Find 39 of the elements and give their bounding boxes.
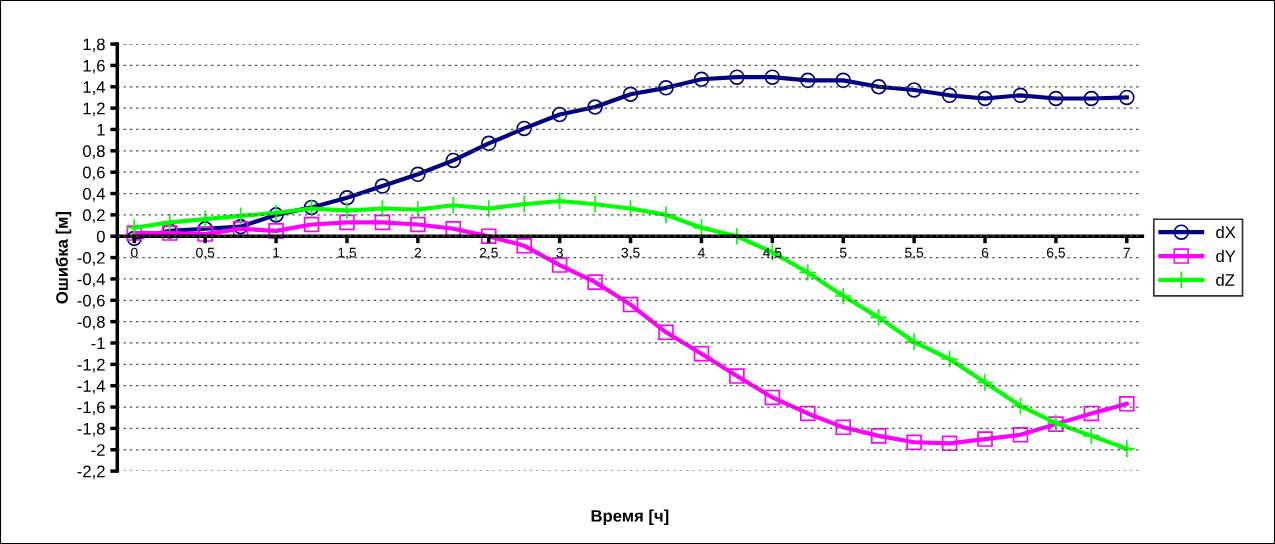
x-tick-label: 4 bbox=[697, 247, 705, 258]
y-tick-label: 0,8 bbox=[82, 145, 105, 159]
x-tick-label: 6,5 bbox=[1046, 247, 1065, 260]
y-tick-label: -1,4 bbox=[77, 380, 106, 394]
y-tick-label: 1,8 bbox=[83, 38, 105, 53]
y-tick-label: -0,6 bbox=[77, 294, 105, 309]
y-tick-label: -0,8 bbox=[77, 316, 105, 330]
y-tick-label: -2,2 bbox=[77, 465, 105, 480]
x-tick-label: 1,5 bbox=[338, 247, 357, 260]
y-tick-label: -0,2 bbox=[77, 251, 105, 266]
y-tick-label: 0,4 bbox=[82, 187, 106, 202]
legend-label: dY bbox=[1216, 249, 1236, 263]
x-tick-label: 3,5 bbox=[621, 247, 640, 260]
y-tick-label: 0,2 bbox=[82, 209, 105, 224]
legend-label: dX bbox=[1216, 225, 1236, 239]
x-tick-label: 5,5 bbox=[905, 247, 924, 260]
y-tick-label: 1,2 bbox=[83, 102, 105, 117]
x-tick-label: 2 bbox=[414, 247, 422, 258]
y-tick-label: 0,6 bbox=[82, 166, 105, 181]
y-tick-label: -1,6 bbox=[77, 401, 105, 416]
y-tick-label: -1,8 bbox=[77, 422, 105, 437]
y-tick-label: 1,6 bbox=[83, 59, 105, 74]
y-tick-label: -2 bbox=[91, 444, 105, 456]
y-tick-label: -0,4 bbox=[77, 273, 106, 288]
x-tick-label: 2,5 bbox=[479, 247, 498, 260]
x-tick-label: 6 bbox=[981, 247, 989, 258]
x-axis-title: Время [ч] bbox=[591, 509, 669, 526]
y-tick-label: 1,4 bbox=[83, 81, 106, 95]
y-tick-label: 1 bbox=[97, 124, 105, 136]
x-tick-label: 7 bbox=[1123, 247, 1130, 258]
x-tick-label: 0,5 bbox=[196, 247, 215, 260]
y-axis-title: Ошибка [м] bbox=[55, 211, 72, 304]
y-tick-label: -1,2 bbox=[77, 358, 105, 373]
legend-label: dZ bbox=[1216, 273, 1235, 286]
y-tick-label: -1 bbox=[91, 337, 105, 350]
x-tick-label: 3 bbox=[556, 247, 563, 258]
x-tick-label: 0 bbox=[130, 247, 138, 258]
x-tick-label: 5 bbox=[839, 247, 847, 258]
y-tick-label: 0 bbox=[96, 230, 105, 243]
